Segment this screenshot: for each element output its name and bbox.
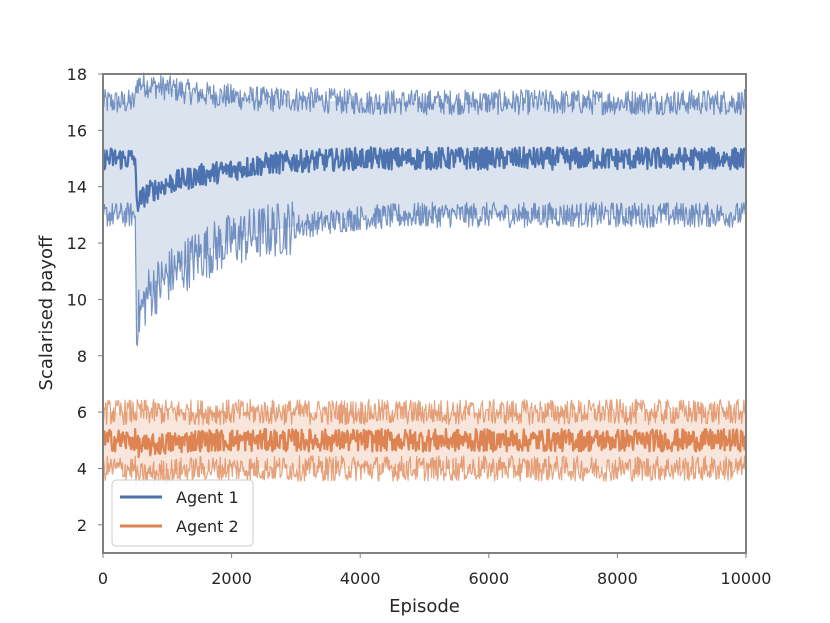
- y-tick-label: 18: [67, 65, 87, 84]
- lower-line-agent-2: [102, 455, 747, 486]
- y-tick-label: 16: [67, 121, 87, 140]
- legend: Agent 1 Agent 2: [111, 479, 254, 547]
- lower-line-agent-1: [102, 201, 747, 347]
- x-tick-label: 0: [98, 569, 108, 588]
- ticks: 0 2000 4000 6000 8000 10000 2 4 6 8 10 12 14 16 18: [67, 65, 772, 588]
- y-tick-label: 6: [77, 403, 87, 422]
- x-tick-label: 4000: [340, 569, 381, 588]
- y-tick-label: 2: [77, 516, 87, 535]
- plot-area: [102, 72, 748, 486]
- y-tick-label: 10: [67, 290, 87, 309]
- band-agent-1: [103, 82, 746, 322]
- x-tick-label: 10000: [721, 569, 772, 588]
- y-tick-label: 4: [77, 459, 87, 478]
- upper-line-agent-2: [102, 398, 747, 426]
- plot-frame: [102, 73, 747, 554]
- legend-label-agent-1: Agent 1: [176, 488, 239, 507]
- upper-line-agent-1: [102, 72, 747, 116]
- y-tick-label: 14: [67, 178, 87, 197]
- mean-line-agent-1: [102, 146, 747, 213]
- y-tick-label: 8: [77, 347, 87, 366]
- x-tick-label: 2000: [211, 569, 252, 588]
- legend-label-agent-2: Agent 2: [176, 517, 239, 536]
- x-tick-label: 6000: [468, 569, 509, 588]
- y-tick-label: 12: [67, 234, 87, 253]
- mean-line-agent-2: [102, 427, 748, 459]
- x-axis-label: Episode: [389, 596, 460, 617]
- y-axis-label: Scalarised payoff: [36, 235, 57, 391]
- x-tick-label: 8000: [597, 569, 638, 588]
